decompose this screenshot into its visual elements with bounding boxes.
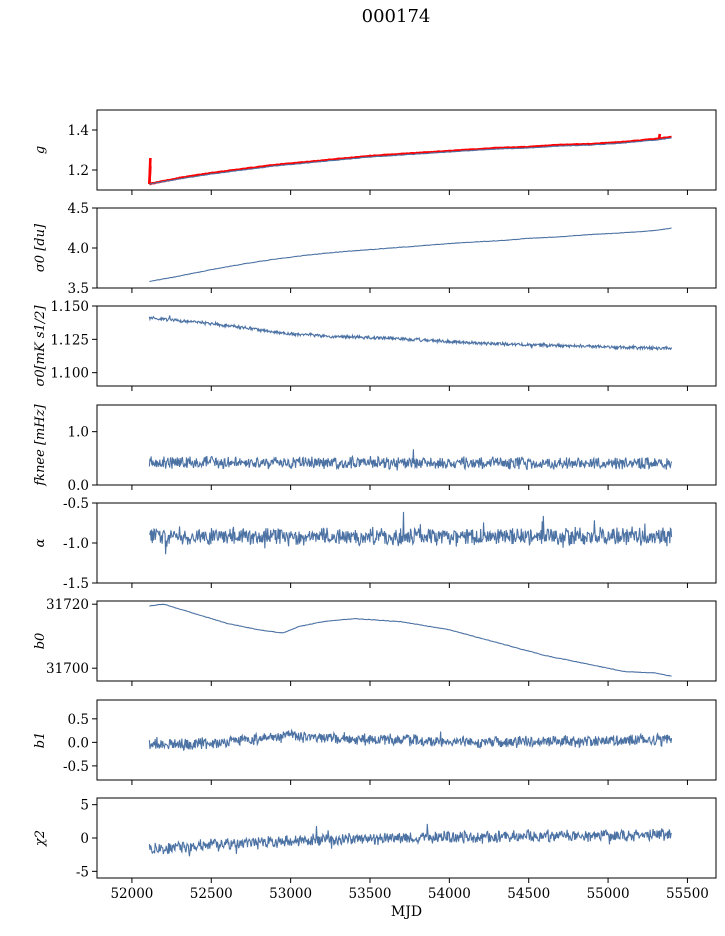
- x-tick-label-5: 54000: [428, 886, 471, 902]
- x-tick-label-2: 52500: [190, 886, 233, 902]
- spike-panel1-3: [657, 133, 662, 141]
- series-line-panel7-1: [148, 728, 673, 751]
- y-tick-label-panel2-3: 4.5: [68, 201, 89, 217]
- x-tick-label-7: 55000: [587, 886, 630, 902]
- axes-frame-1: [96, 109, 717, 191]
- y-axis-label-1: g: [33, 146, 48, 154]
- y-tick-label-panel2-1: 3.5: [68, 281, 89, 297]
- y-tick-label-panel7-2: 0.0: [68, 735, 89, 751]
- y-axis-label-5: α: [33, 538, 48, 547]
- y-tick-label-panel8-1: -5: [76, 864, 89, 880]
- series-line-panel1-1: [149, 135, 672, 186]
- y-tick-label-panel3-1: 1.100: [50, 366, 89, 382]
- y-axis-label-7: b1: [33, 732, 48, 749]
- y-tick-label-panel6-1: 31700: [46, 661, 89, 677]
- spike-panel1-2: [148, 165, 152, 185]
- y-tick-label-panel6-2: 31720: [46, 597, 89, 613]
- x-axis-label: MJD: [391, 904, 422, 920]
- axes-frame-4: [96, 404, 717, 486]
- y-axis-label-8: χ2: [33, 830, 48, 847]
- y-tick-label-panel7-3: 0.5: [68, 712, 89, 728]
- series-line-panel5-1: [148, 511, 673, 555]
- y-tick-label-panel5-2: -1.0: [63, 536, 89, 552]
- y-tick-label-panel1-1: 1.2: [68, 163, 89, 179]
- axes-frame-7: [96, 699, 717, 781]
- y-tick-label-panel2-2: 4.0: [68, 241, 89, 257]
- x-tick-label-4: 53500: [349, 886, 392, 902]
- y-tick-label-panel5-3: -0.5: [63, 496, 89, 512]
- y-tick-label-panel4-2: 1.0: [68, 425, 89, 441]
- x-tick-label-8: 55500: [666, 886, 709, 902]
- y-tick-label-panel4-1: 0.0: [68, 478, 89, 494]
- y-axis-label-2: σ0 [du]: [33, 223, 48, 272]
- series-line-panel2-1: [149, 227, 672, 283]
- y-tick-label-panel8-2: 0: [80, 831, 89, 847]
- series-line-panel6-1: [149, 603, 672, 677]
- y-tick-label-panel3-3: 1.150: [50, 299, 89, 315]
- series-line-panel3-1: [148, 315, 673, 352]
- y-axis-label-6: b0: [33, 633, 48, 650]
- x-tick-label-1: 52000: [110, 886, 153, 902]
- y-tick-label-panel5-1: -1.5: [63, 576, 89, 592]
- x-tick-label-6: 54500: [507, 886, 550, 902]
- series-line-panel4-1: [148, 449, 673, 471]
- axes-frame-6: [96, 600, 717, 682]
- series-line-panel1-2: [149, 137, 672, 185]
- y-tick-label-panel1-2: 1.4: [68, 123, 89, 139]
- y-tick-label-panel8-3: 5: [80, 798, 89, 814]
- figure-title: 000174: [361, 6, 431, 27]
- y-axis-label-3: σ0[mK s1/2]: [33, 305, 48, 387]
- y-axis-label-4: fknee [mHz]: [33, 403, 48, 486]
- axes-frame-3: [96, 305, 717, 387]
- x-tick-label-3: 53000: [269, 886, 312, 902]
- series-line-panel8-1: [148, 823, 673, 857]
- y-tick-label-panel7-1: -0.5: [63, 759, 89, 775]
- y-tick-label-panel3-2: 1.125: [50, 332, 89, 348]
- axes-frame-2: [96, 207, 717, 289]
